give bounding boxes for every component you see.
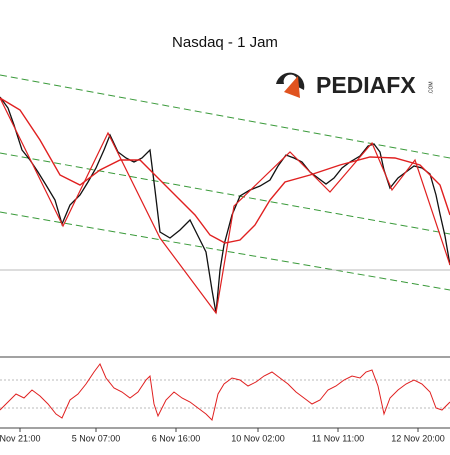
x-tick-label: 5 Nov 07:00 xyxy=(72,433,121,443)
channel-bottom xyxy=(0,211,450,291)
x-tick-label: Nov 21:00 xyxy=(0,433,41,443)
logo-icon-accent xyxy=(284,76,300,98)
logo-name: PEDIAFX xyxy=(316,72,416,98)
x-axis: Nov 21:00 5 Nov 07:00 6 Nov 16:00 10 Nov 02… xyxy=(0,428,445,443)
x-tick-label: 11 Nov 11:00 xyxy=(312,433,364,443)
chart-title: Nasdaq - 1 Jam xyxy=(172,34,278,51)
moving-average xyxy=(0,97,450,244)
zigzag xyxy=(0,97,450,315)
logo: PEDIAFX .COM xyxy=(276,72,434,98)
x-tick-label: 12 Nov 20:00 xyxy=(391,433,445,443)
oscillator-line xyxy=(0,363,450,421)
channel-lines xyxy=(0,74,450,291)
logo-suffix: .COM xyxy=(428,81,434,94)
x-tick-label: 10 Nov 02:00 xyxy=(231,433,285,443)
x-tick-label: 6 Nov 16:00 xyxy=(152,433,201,443)
